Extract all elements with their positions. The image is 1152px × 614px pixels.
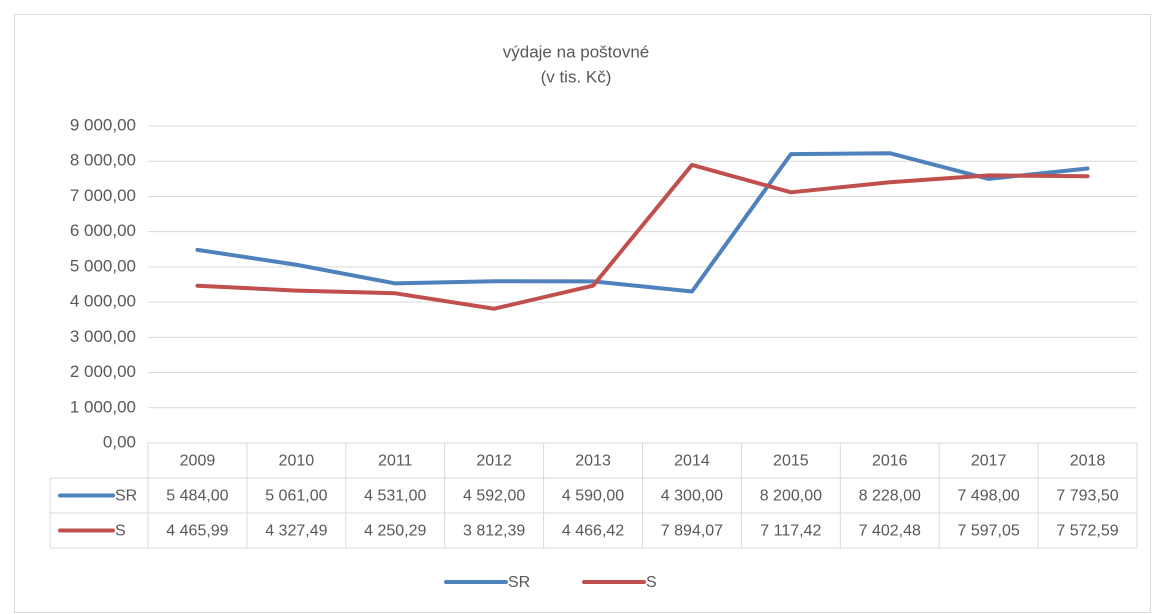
table-value: 7 117,42 bbox=[760, 523, 821, 540]
table-value: 3 812,39 bbox=[463, 523, 525, 540]
x-tick-label: 2010 bbox=[279, 453, 315, 470]
table-value: 5 484,00 bbox=[166, 488, 228, 505]
x-tick-label: 2014 bbox=[674, 453, 710, 470]
y-tick-label: 9 000,00 bbox=[70, 115, 136, 134]
x-tick-label: 2017 bbox=[971, 453, 1007, 470]
chart-subtitle: (v tis. Kč) bbox=[541, 67, 612, 86]
x-tick-label: 2016 bbox=[872, 453, 908, 470]
table-value: 8 200,00 bbox=[760, 488, 822, 505]
x-tick-label: 2009 bbox=[180, 453, 216, 470]
table-value: 7 498,00 bbox=[958, 488, 1020, 505]
table-value: 4 531,00 bbox=[364, 488, 426, 505]
x-tick-label: 2013 bbox=[575, 453, 611, 470]
series-line bbox=[195, 151, 1090, 294]
table-value: 4 300,00 bbox=[661, 488, 723, 505]
table-value: 4 465,99 bbox=[166, 523, 228, 540]
table-series-name: S bbox=[115, 523, 126, 540]
series-line bbox=[195, 162, 1090, 311]
x-tick-label: 2018 bbox=[1070, 453, 1106, 470]
x-tick-label: 2011 bbox=[378, 453, 413, 470]
table-value: 7 572,59 bbox=[1056, 523, 1118, 540]
table-value: 4 466,42 bbox=[562, 523, 624, 540]
y-tick-label: 4 000,00 bbox=[70, 292, 136, 311]
chart-title: výdaje na poštovné bbox=[503, 42, 650, 61]
y-tick-label: 5 000,00 bbox=[70, 256, 136, 275]
table-value: 4 590,00 bbox=[562, 488, 624, 505]
table-value: 4 592,00 bbox=[463, 488, 525, 505]
y-tick-label: 1 000,00 bbox=[70, 397, 136, 416]
table-value: 8 228,00 bbox=[859, 488, 921, 505]
legend-label: SR bbox=[508, 574, 530, 591]
table-value: 4 250,29 bbox=[364, 523, 426, 540]
table-value: 5 061,00 bbox=[265, 488, 327, 505]
y-tick-label: 2 000,00 bbox=[70, 362, 136, 381]
table-value: 7 597,05 bbox=[958, 523, 1020, 540]
y-tick-label: 6 000,00 bbox=[70, 221, 136, 240]
table-series-name: SR bbox=[115, 488, 137, 505]
y-tick-label: 7 000,00 bbox=[70, 186, 136, 205]
table-value: 7 793,50 bbox=[1056, 488, 1118, 505]
table-value: 7 402,48 bbox=[859, 523, 921, 540]
y-tick-label: 3 000,00 bbox=[70, 327, 136, 346]
table-value: 4 327,49 bbox=[265, 523, 327, 540]
y-tick-label: 0,00 bbox=[103, 432, 136, 451]
legend-label: S bbox=[646, 574, 657, 591]
y-tick-label: 8 000,00 bbox=[70, 151, 136, 170]
x-tick-label: 2012 bbox=[476, 453, 512, 470]
table-value: 7 894,07 bbox=[661, 523, 723, 540]
x-tick-label: 2015 bbox=[773, 453, 809, 470]
